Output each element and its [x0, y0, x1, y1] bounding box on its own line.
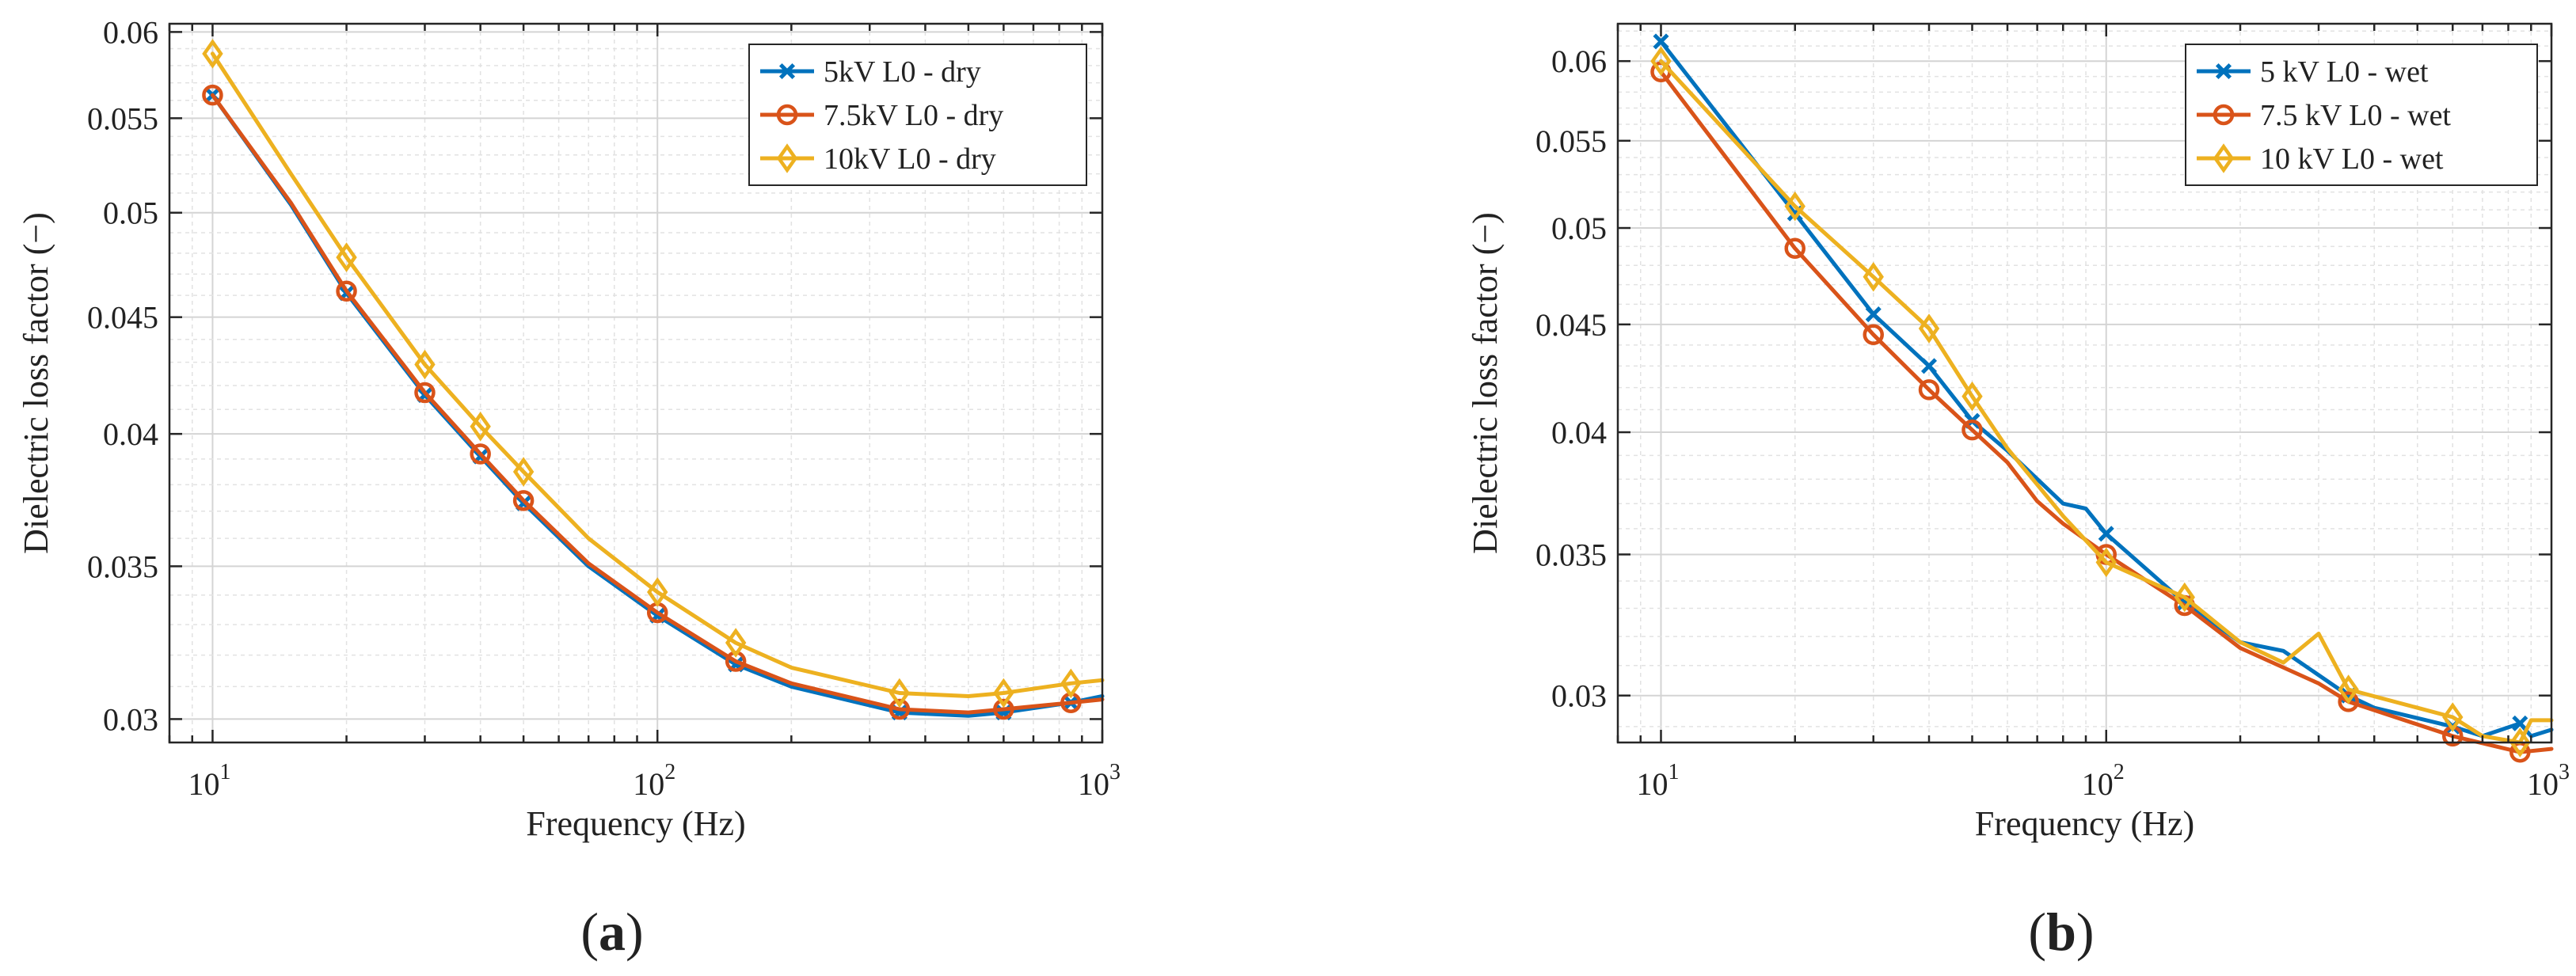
x-tick-label: 102	[2082, 760, 2125, 802]
legend-marker-swatch	[2215, 63, 2232, 80]
y-tick-label: 0.055	[1535, 123, 1607, 159]
data-point-marker	[725, 628, 747, 658]
y-tick-label: 0.06	[1551, 44, 1607, 79]
data-point-marker	[1918, 379, 1940, 401]
data-point-marker	[512, 490, 535, 511]
y-tick-label: 0.06	[103, 14, 158, 50]
x-axis-title: Frequency (Hz)	[1975, 804, 2194, 843]
data-point-marker	[888, 678, 911, 708]
tick-marks	[168, 24, 1104, 742]
data-point-marker	[336, 280, 357, 302]
data-point-marker	[1865, 306, 1882, 323]
series-3	[1650, 46, 2554, 758]
data-point-marker	[1863, 262, 1884, 292]
data-point-marker	[2442, 702, 2464, 732]
legend-entry: 5kV L0 - dry	[760, 55, 981, 89]
legend-label: 5kV L0 - dry	[824, 55, 981, 89]
data-point-marker	[336, 242, 357, 272]
series-line	[210, 93, 1105, 715]
data-point-marker	[1060, 668, 1082, 699]
data-point-marker	[414, 349, 436, 380]
data-point-marker	[2095, 547, 2117, 578]
legend: 5 kV L0 - wet 7.5 kV L0 - wet 10 kV L0 - w…	[2185, 44, 2538, 186]
legend-marker-swatch	[2213, 104, 2235, 126]
data-point-marker	[1784, 191, 1805, 222]
panel-label: (b)	[2028, 902, 2094, 962]
data-point-marker	[2509, 727, 2531, 758]
y-tick-label: 0.04	[1551, 415, 1607, 450]
series-3	[202, 39, 1105, 708]
legend-marker-swatch	[2213, 143, 2235, 173]
data-point-marker	[1863, 324, 1885, 346]
legend-label: 7.5 kV L0 - wet	[2260, 99, 2451, 132]
legend-label: 5 kV L0 - wet	[2260, 55, 2429, 89]
series-2	[202, 84, 1105, 720]
axes-frame	[168, 22, 1104, 744]
legend: 5kV L0 - dry 7.5kV L0 - dry 10kV L0 - dry	[748, 44, 1087, 186]
data-point-marker	[2098, 526, 2114, 542]
legend-label: 10kV L0 - dry	[824, 142, 996, 176]
data-point-marker	[993, 678, 1014, 708]
data-point-marker	[1918, 313, 1940, 344]
data-point-marker	[2512, 715, 2528, 731]
legend-entry: 10kV L0 - dry	[760, 142, 996, 176]
x-tick-label: 101	[188, 760, 230, 802]
legend-marker-swatch	[776, 104, 798, 126]
data-point-marker	[2174, 582, 2195, 613]
legend-entry: 7.5 kV L0 - wet	[2197, 99, 2451, 132]
y-tick-label: 0.03	[1551, 678, 1607, 714]
legend-marker-swatch	[776, 143, 798, 173]
data-point-marker	[202, 84, 223, 106]
series-line	[1659, 59, 2554, 745]
data-point-marker	[888, 698, 911, 720]
data-point-marker	[470, 443, 491, 465]
axes-frame	[1616, 22, 2553, 744]
x-tick-label: 103	[1078, 760, 1121, 802]
y-tick-label: 0.05	[1551, 211, 1607, 246]
legend-label: 10 kV L0 - wet	[2260, 142, 2444, 176]
y-tick-label: 0.035	[87, 549, 158, 584]
y-tick-label: 0.055	[87, 101, 158, 136]
data-point-marker	[1920, 358, 1938, 374]
y-tick-label: 0.035	[1535, 537, 1607, 572]
data-point-marker	[202, 39, 223, 69]
x-tick-label: 103	[2527, 760, 2570, 802]
y-tick-label: 0.04	[103, 416, 158, 452]
chart-panel-b: 0.03 0.035 0.04 0.045 0.05 0.055 0.06 101 102 103…	[1466, 22, 2570, 962]
data-point-marker	[512, 457, 535, 487]
y-axis-title: Dielectric loss factor (−)	[1466, 212, 1505, 554]
data-point-marker	[1784, 237, 1805, 259]
x-axis-title: Frequency (Hz)	[526, 804, 745, 843]
data-point-marker	[414, 382, 436, 404]
legend-entry: 7.5kV L0 - dry	[760, 99, 1003, 132]
legend-marker-swatch	[778, 63, 796, 80]
data-point-marker	[2338, 691, 2359, 712]
grid	[1617, 24, 2552, 742]
y-tick-label: 0.05	[103, 196, 158, 231]
data-point-marker	[1961, 381, 1983, 412]
data-point-marker	[1653, 33, 1669, 50]
series-line	[210, 51, 1105, 698]
data-point-marker	[470, 412, 491, 442]
y-tick-label: 0.045	[1535, 307, 1607, 343]
x-tick-label: 102	[633, 760, 675, 802]
data-point-marker	[2338, 674, 2359, 704]
chart-panel-a: 0.03 0.035 0.04 0.045 0.05 0.055 0.06 101 102 103…	[17, 14, 1121, 962]
panel-label: (a)	[580, 902, 643, 962]
data-point-marker	[1650, 46, 1672, 76]
data-point-marker	[647, 577, 668, 607]
data-point-marker	[1961, 419, 1983, 441]
legend-entry: 5 kV L0 - wet	[2197, 55, 2429, 89]
y-tick-label: 0.045	[87, 300, 158, 336]
y-axis-title: Dielectric loss factor (−)	[17, 212, 55, 554]
legend-label: 7.5kV L0 - dry	[824, 99, 1003, 132]
data-point-marker	[993, 698, 1014, 720]
y-tick-label: 0.03	[103, 701, 158, 737]
x-tick-label: 101	[1636, 760, 1679, 802]
legend-entry: 10 kV L0 - wet	[2197, 142, 2444, 176]
tick-marks	[1616, 24, 2553, 742]
